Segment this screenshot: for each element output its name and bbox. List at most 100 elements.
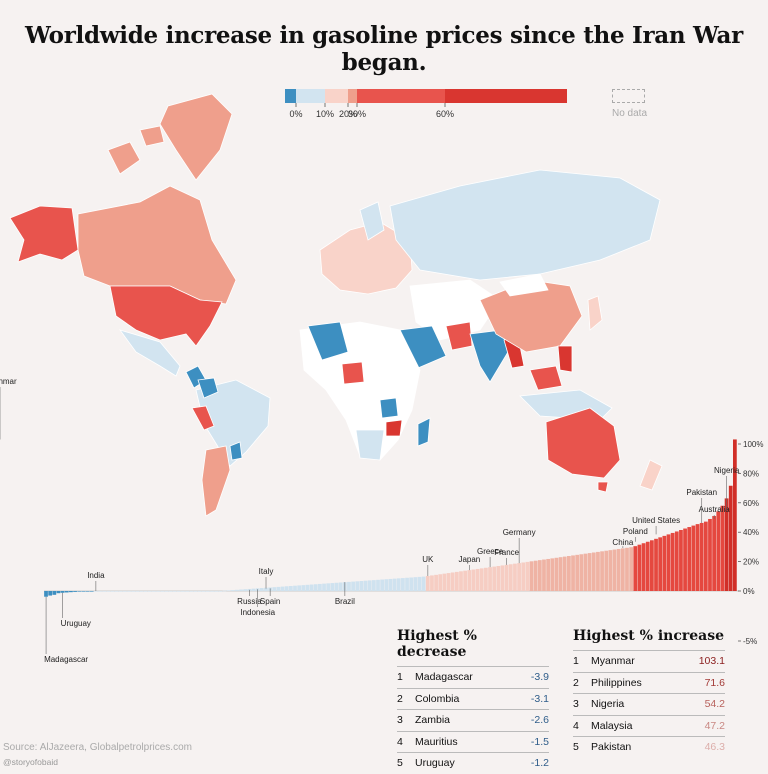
bar [318, 583, 322, 591]
bar [484, 567, 488, 591]
bar [351, 581, 355, 591]
bar [475, 568, 480, 591]
bar [185, 591, 189, 592]
bar [434, 574, 438, 591]
bar [239, 589, 243, 591]
y-tick-label: 80% [743, 469, 759, 478]
bar [127, 591, 131, 592]
bar [666, 534, 671, 591]
bar [450, 572, 455, 591]
bar [641, 543, 646, 591]
table-row: 3 Zambia -2.6 [397, 709, 549, 731]
row-country: Colombia [415, 692, 460, 705]
bar [421, 576, 426, 591]
bar [272, 587, 277, 591]
bar [73, 591, 77, 592]
legend-tick-label: 10% [316, 109, 334, 119]
map-region [545, 407, 621, 479]
bar [114, 591, 119, 592]
bar [98, 591, 102, 592]
bar [176, 591, 181, 592]
map-region [201, 445, 231, 517]
bar [712, 516, 717, 591]
bar [305, 584, 310, 591]
bar [683, 528, 687, 591]
bar [264, 587, 268, 591]
bar [409, 577, 414, 591]
bar [467, 570, 472, 591]
row-rank: 5 [573, 741, 579, 754]
bar [164, 591, 169, 592]
bar [658, 537, 663, 591]
bar [156, 591, 160, 592]
bar [131, 591, 136, 592]
bar [93, 591, 98, 592]
bar [106, 591, 111, 592]
map-region [417, 417, 431, 447]
bar [496, 566, 501, 591]
y-tick-label: 40% [743, 528, 759, 537]
bar [330, 583, 335, 591]
bar [392, 578, 397, 591]
bar [293, 585, 297, 591]
decrease-table-title: Highest % decrease [397, 628, 477, 660]
bar [226, 590, 231, 592]
map-region [389, 169, 661, 281]
decrease-table: Highest % decrease 1 Madagascar -3.9 2 Colom… [397, 628, 549, 774]
bar [110, 591, 115, 592]
bar [525, 561, 530, 591]
map-region [77, 185, 237, 305]
bar [575, 554, 580, 591]
row-rank: 2 [397, 692, 403, 705]
bar [596, 551, 600, 591]
row-country: Philippines [591, 676, 642, 689]
bar-label: India [87, 571, 105, 580]
bar [396, 578, 401, 591]
bar [591, 552, 596, 591]
bar [401, 578, 405, 591]
bar [309, 584, 314, 591]
row-rank: 2 [573, 676, 579, 689]
bar [633, 546, 638, 591]
bar [313, 584, 318, 591]
bar [371, 580, 376, 591]
legend-swatch [296, 89, 325, 103]
bar [259, 588, 264, 591]
bar [699, 522, 704, 591]
bar-label: China [612, 538, 633, 547]
bar-label: Italy [259, 567, 274, 576]
author-handle: @storyofobaid [3, 757, 58, 767]
bar [359, 581, 364, 591]
row-value: 54.2 [704, 698, 725, 711]
row-rank: 3 [397, 714, 403, 727]
bar [48, 591, 53, 596]
row-country: Malaysia [591, 719, 633, 732]
bar-label: France [494, 548, 519, 557]
y-tick-label: 60% [743, 499, 759, 508]
map-region [597, 481, 609, 493]
bar [197, 591, 202, 592]
bar-label: Uruguay [61, 619, 91, 628]
row-country: Madagascar [415, 671, 473, 684]
map-region [109, 285, 223, 347]
bar-label: Japan [458, 555, 480, 564]
bar [64, 591, 69, 593]
bar [529, 561, 534, 591]
bar [687, 527, 692, 591]
bar-label: Madagascar [44, 655, 88, 664]
row-value: 46.3 [704, 741, 725, 754]
color-legend: 0% 10% 20%30% 60% [285, 89, 567, 119]
bar [405, 577, 409, 591]
bar [297, 585, 302, 591]
bar [728, 485, 733, 591]
bar [85, 591, 90, 592]
bar [703, 521, 708, 591]
bar [442, 573, 447, 591]
row-rank: 4 [573, 719, 579, 732]
bar-label: Spain [260, 597, 280, 606]
bar [517, 563, 521, 591]
row-country: Zambia [415, 714, 451, 727]
legend-swatch [445, 89, 567, 103]
y-tick-label: 0% [743, 587, 755, 596]
table-row: 1 Madagascar -3.9 [397, 666, 549, 688]
